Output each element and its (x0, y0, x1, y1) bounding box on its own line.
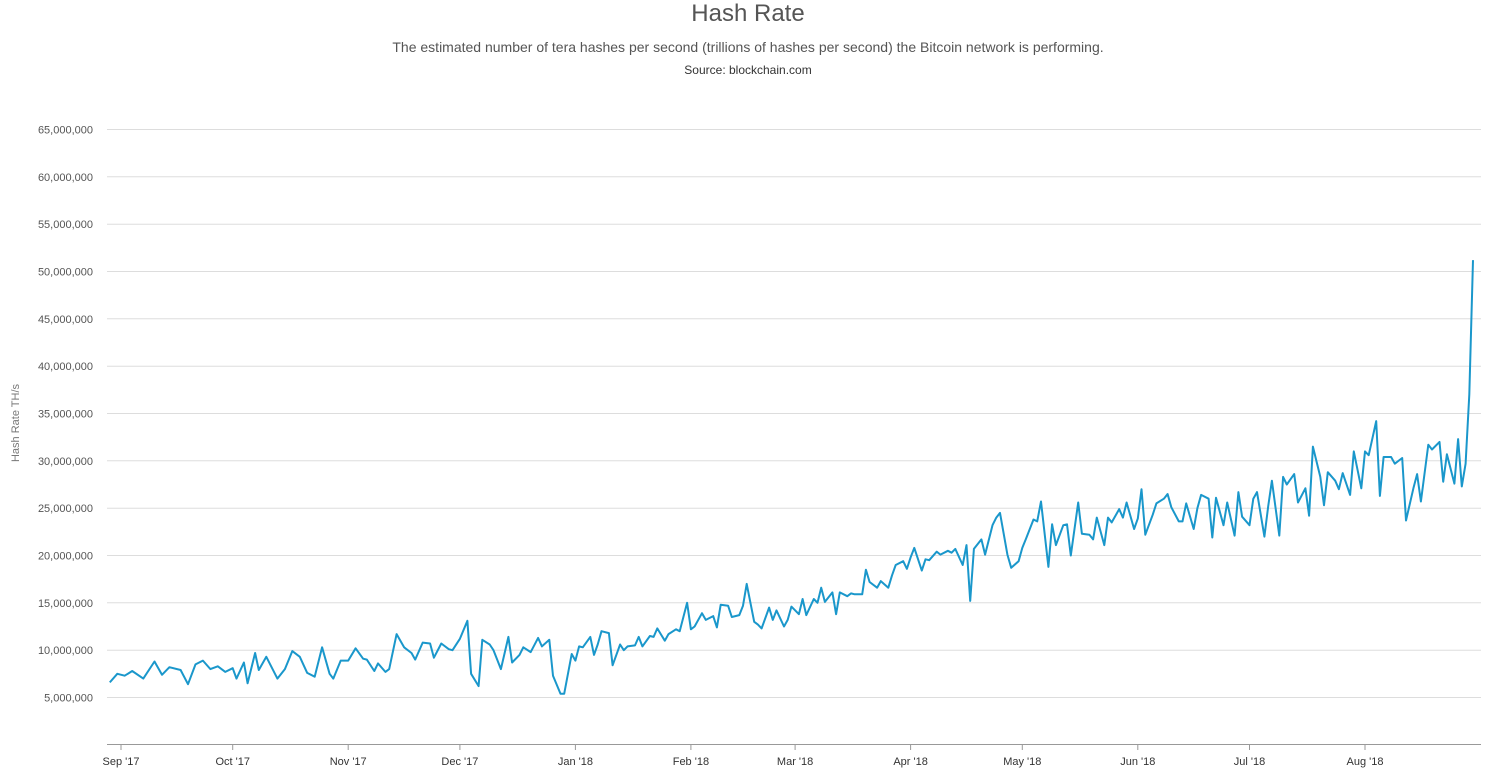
chart-subtitle: The estimated number of tera hashes per … (392, 39, 1104, 55)
hash-rate-series-line (109, 260, 1474, 695)
y-tick-label: 10,000,000 (38, 645, 93, 657)
x-tick-label: Jun '18 (1120, 756, 1155, 768)
x-tick-label: Aug '18 (1347, 756, 1384, 768)
x-tick-label: Dec '17 (441, 756, 478, 768)
y-tick-label: 30,000,000 (38, 456, 93, 468)
x-axis-ticks: Sep '17 Oct '17 Nov '17 Dec '17 Jan '18 Feb '… (103, 744, 1384, 768)
grid-lines (107, 129, 1481, 745)
x-tick-label: Jan '18 (558, 756, 593, 768)
y-axis-label: Hash Rate TH/s (10, 383, 22, 462)
y-tick-label: 45,000,000 (38, 314, 93, 326)
y-tick-label: 60,000,000 (38, 172, 93, 184)
x-tick-label: Oct '17 (215, 756, 250, 768)
x-tick-label: Feb '18 (673, 756, 709, 768)
y-tick-label: 25,000,000 (38, 503, 93, 515)
y-tick-label: 65,000,000 (38, 125, 93, 137)
y-axis-ticks: 5,000,000 10,000,000 15,000,000 20,000,000 2… (38, 125, 93, 705)
y-tick-label: 15,000,000 (38, 598, 93, 610)
chart-title: Hash Rate (691, 0, 805, 27)
y-tick-label: 55,000,000 (38, 219, 93, 231)
x-tick-label: Nov '17 (330, 756, 367, 768)
x-tick-label: Sep '17 (103, 756, 140, 768)
x-tick-label: Mar '18 (777, 756, 813, 768)
x-tick-label: May '18 (1003, 756, 1041, 768)
y-tick-label: 20,000,000 (38, 551, 93, 563)
x-tick-label: Jul '18 (1234, 756, 1265, 768)
y-tick-label: 35,000,000 (38, 409, 93, 421)
chart-source: Source: blockchain.com (684, 63, 812, 77)
y-tick-label: 5,000,000 (44, 693, 93, 705)
y-tick-label: 50,000,000 (38, 267, 93, 279)
y-tick-label: 40,000,000 (38, 361, 93, 373)
x-tick-label: Apr '18 (893, 756, 928, 768)
